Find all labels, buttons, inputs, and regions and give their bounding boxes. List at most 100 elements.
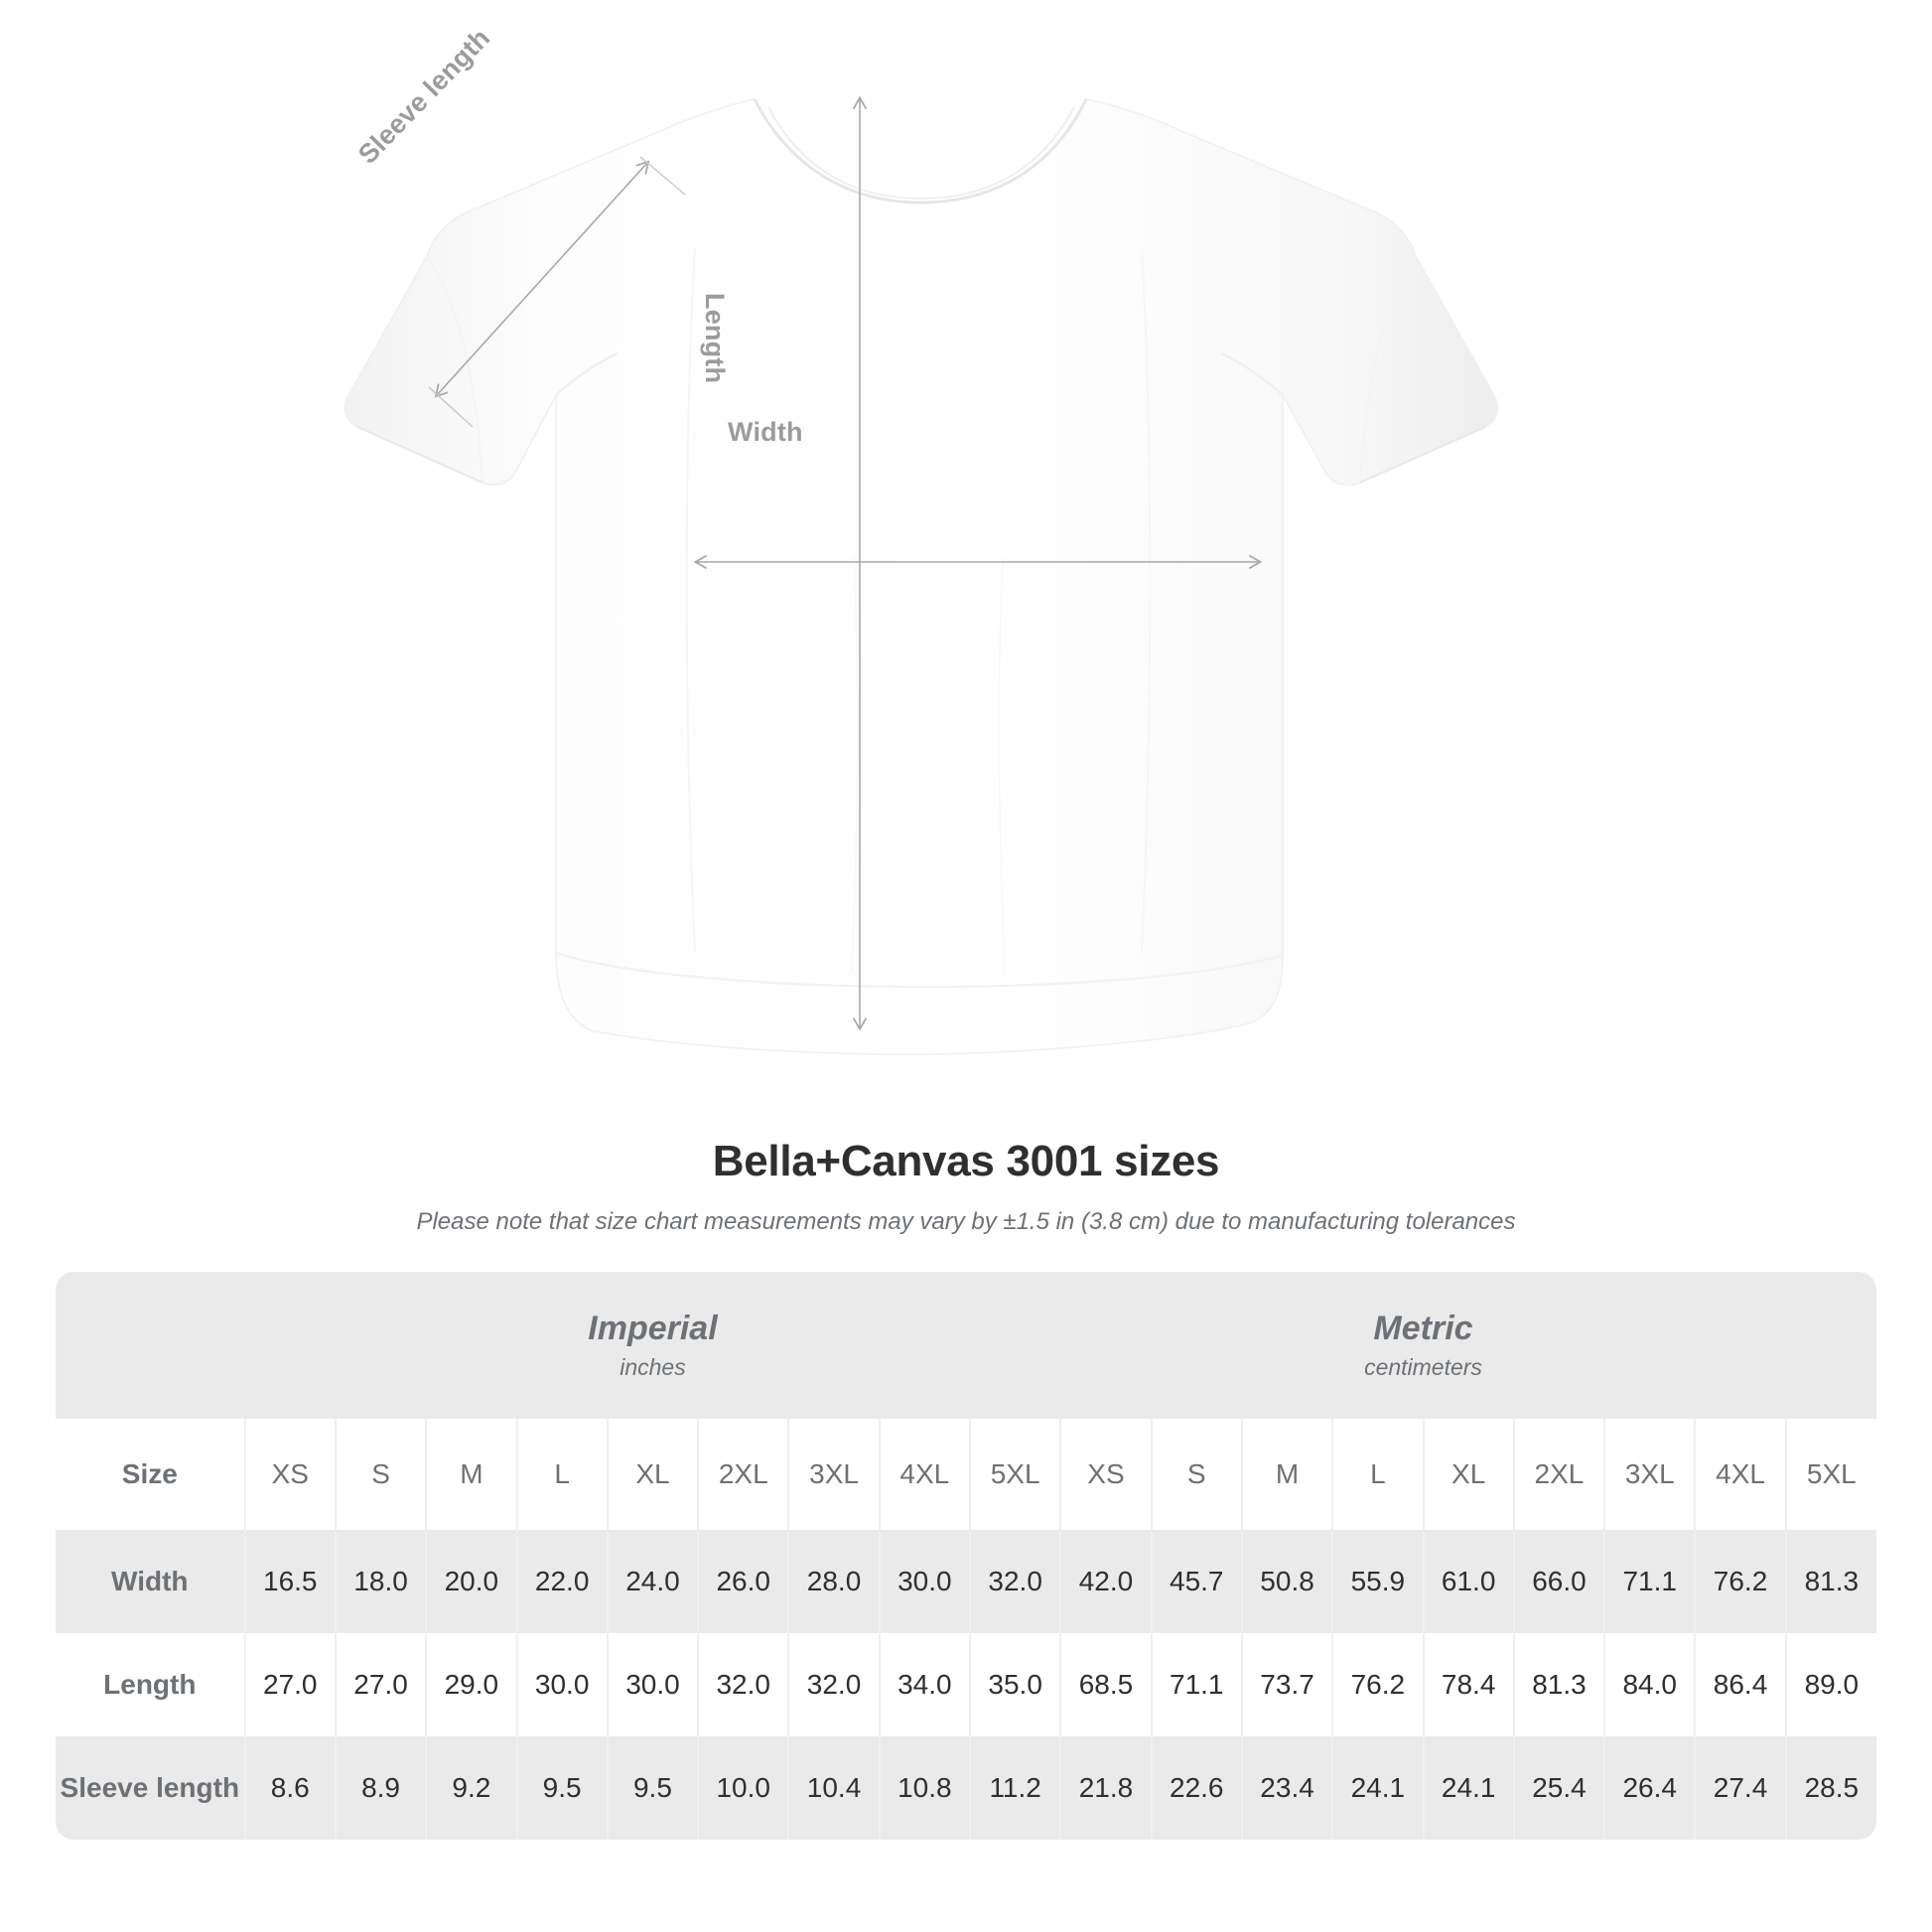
size-header-metric-s: S [1151, 1419, 1243, 1530]
cell-width-imperial-xl: 24.0 [607, 1530, 700, 1633]
cell-length-imperial-3xl: 32.0 [788, 1633, 881, 1736]
cell-width-metric-5xl: 81.3 [1785, 1530, 1876, 1633]
size-header-metric-4xl: 4XL [1695, 1419, 1787, 1530]
size-header-metric-xl: XL [1423, 1419, 1515, 1530]
cell-width-metric-l: 55.9 [1332, 1530, 1425, 1633]
size-header-metric-2xl: 2XL [1513, 1419, 1606, 1530]
table-row: Sleeve length 8.6 8.9 9.2 9.5 9.5 10.0 1… [56, 1736, 1876, 1840]
garment-illustration: Sleeve length Length Width [344, 0, 1499, 1055]
cell-length-metric-3xl: 84.0 [1604, 1633, 1697, 1736]
sleeve-dimension-line [437, 163, 647, 395]
table-row: Length 27.0 27.0 29.0 30.0 30.0 32.0 32.… [56, 1633, 1876, 1736]
size-header-imperial-2xl: 2XL [698, 1419, 790, 1530]
size-header-metric-3xl: 3XL [1604, 1419, 1697, 1530]
cell-sleeve-metric-5xl: 28.5 [1785, 1736, 1876, 1840]
cell-length-metric-s: 71.1 [1151, 1633, 1243, 1736]
cell-width-imperial-xs: 16.5 [244, 1530, 337, 1633]
unit-corner-cell-right [1785, 1272, 1876, 1419]
cell-length-metric-5xl: 89.0 [1785, 1633, 1876, 1736]
cell-width-metric-4xl: 76.2 [1695, 1530, 1787, 1633]
cell-width-metric-xs: 42.0 [1059, 1530, 1153, 1633]
unit-group-metric: Metric centimeters [1060, 1272, 1786, 1419]
tolerance-note: Please note that size chart measurements… [416, 1208, 1516, 1235]
unit-corner-cell [56, 1272, 245, 1419]
size-header-metric-xs: XS [1059, 1419, 1153, 1530]
size-header-imperial-m: M [426, 1419, 518, 1530]
cell-width-metric-xl: 61.0 [1423, 1530, 1515, 1633]
cell-sleeve-metric-3xl: 26.4 [1604, 1736, 1697, 1840]
row-label-width: Width [56, 1530, 246, 1633]
size-header-imperial-4xl: 4XL [879, 1419, 971, 1530]
cell-length-metric-xl: 78.4 [1423, 1633, 1515, 1736]
unit-sub-imperial: inches [620, 1354, 686, 1381]
cell-sleeve-metric-l: 24.1 [1332, 1736, 1425, 1840]
unit-name-metric: Metric [1373, 1309, 1473, 1347]
unit-name-imperial: Imperial [588, 1309, 718, 1347]
cell-length-imperial-4xl: 34.0 [879, 1633, 971, 1736]
cell-width-imperial-3xl: 28.0 [788, 1530, 881, 1633]
cell-sleeve-metric-xl: 24.1 [1423, 1736, 1515, 1840]
cell-width-imperial-4xl: 30.0 [879, 1530, 971, 1633]
cell-width-imperial-2xl: 26.0 [698, 1530, 790, 1633]
cell-length-imperial-xl: 30.0 [607, 1633, 700, 1736]
width-label: Width [728, 417, 803, 447]
cell-length-metric-l: 76.2 [1332, 1633, 1425, 1736]
cell-length-metric-m: 73.7 [1241, 1633, 1334, 1736]
cell-sleeve-metric-xs: 21.8 [1059, 1736, 1153, 1840]
size-header-imperial-xs: XS [244, 1419, 337, 1530]
size-row-label: Size [56, 1419, 246, 1530]
cell-length-imperial-m: 29.0 [426, 1633, 518, 1736]
tshirt-diagram: Sleeve length Length Width [344, 0, 1499, 1055]
unit-group-imperial: Imperial inches [244, 1272, 1061, 1419]
cell-sleeve-metric-2xl: 25.4 [1513, 1736, 1606, 1840]
cell-length-imperial-2xl: 32.0 [698, 1633, 790, 1736]
tshirt-icon [344, 0, 1499, 1055]
cell-width-metric-3xl: 71.1 [1604, 1530, 1697, 1633]
cell-sleeve-imperial-s: 8.9 [335, 1736, 428, 1840]
size-table-container: Imperial inches Metric centimeters Size … [56, 1272, 1876, 1840]
cell-length-imperial-5xl: 35.0 [969, 1633, 1062, 1736]
cell-length-imperial-xs: 27.0 [244, 1633, 337, 1736]
cell-sleeve-metric-m: 23.4 [1241, 1736, 1334, 1840]
cell-length-metric-2xl: 81.3 [1513, 1633, 1606, 1736]
cell-sleeve-imperial-l: 9.5 [516, 1736, 609, 1840]
cell-length-imperial-l: 30.0 [516, 1633, 609, 1736]
cell-sleeve-imperial-xl: 9.5 [607, 1736, 700, 1840]
cell-sleeve-imperial-4xl: 10.8 [879, 1736, 971, 1840]
cell-length-metric-xs: 68.5 [1059, 1633, 1153, 1736]
cell-sleeve-imperial-m: 9.2 [426, 1736, 518, 1840]
cell-width-metric-2xl: 66.0 [1513, 1530, 1606, 1633]
length-label: Length [700, 293, 730, 384]
cell-sleeve-metric-4xl: 27.4 [1695, 1736, 1787, 1840]
size-header-row: Size XS S M L XL 2XL 3XL 4XL 5XL XS S M … [56, 1419, 1876, 1530]
cell-width-imperial-m: 20.0 [426, 1530, 518, 1633]
cell-width-metric-s: 45.7 [1151, 1530, 1243, 1633]
size-header-metric-5xl: 5XL [1785, 1419, 1876, 1530]
size-header-imperial-xl: XL [607, 1419, 700, 1530]
row-label-sleeve-length: Sleeve length [56, 1736, 246, 1840]
cell-width-imperial-l: 22.0 [516, 1530, 609, 1633]
cell-width-imperial-s: 18.0 [335, 1530, 428, 1633]
table-row: Width 16.5 18.0 20.0 22.0 24.0 26.0 28.0… [56, 1530, 1876, 1633]
cell-sleeve-imperial-5xl: 11.2 [969, 1736, 1062, 1840]
cell-length-imperial-s: 27.0 [335, 1633, 428, 1736]
size-header-imperial-l: L [516, 1419, 609, 1530]
cell-sleeve-imperial-xs: 8.6 [244, 1736, 337, 1840]
size-header-imperial-3xl: 3XL [788, 1419, 881, 1530]
cell-sleeve-imperial-3xl: 10.4 [788, 1736, 881, 1840]
size-header-metric-l: L [1332, 1419, 1425, 1530]
heading-block: Bella+Canvas 3001 sizes Please note that… [0, 1112, 1932, 1236]
cell-length-metric-4xl: 86.4 [1695, 1633, 1787, 1736]
cell-width-metric-m: 50.8 [1241, 1530, 1334, 1633]
unit-sub-metric: centimeters [1364, 1354, 1482, 1381]
cell-sleeve-imperial-2xl: 10.0 [698, 1736, 790, 1840]
size-table: Imperial inches Metric centimeters Size … [56, 1272, 1876, 1840]
page-title: Bella+Canvas 3001 sizes [712, 1137, 1220, 1185]
cell-width-imperial-5xl: 32.0 [969, 1530, 1062, 1633]
size-header-metric-m: M [1241, 1419, 1334, 1530]
row-label-length: Length [56, 1633, 246, 1736]
size-header-imperial-s: S [335, 1419, 428, 1530]
size-header-imperial-5xl: 5XL [969, 1419, 1062, 1530]
cell-sleeve-metric-s: 22.6 [1151, 1736, 1243, 1840]
